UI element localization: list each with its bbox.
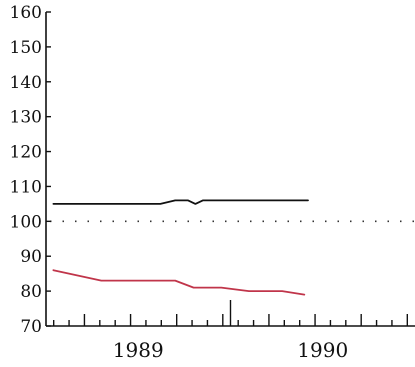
y-tick-label: 160 (10, 3, 42, 23)
y-tick-label: 130 (10, 108, 42, 128)
series-group (52, 199, 309, 296)
series-line-2 (52, 269, 306, 296)
y-tick-label: 80 (20, 282, 42, 302)
y-tick-label: 150 (10, 38, 42, 58)
y-tick-label: 100 (10, 212, 42, 232)
x-tick-label: 1989 (113, 338, 164, 362)
series-line-1 (52, 199, 309, 205)
y-tick-label: 90 (20, 247, 42, 267)
x-tick-label: 1990 (297, 338, 348, 362)
y-tick-label: 140 (10, 73, 42, 93)
y-tick-label: 70 (20, 317, 42, 337)
axes-group: 70 80 90 100 110 120 130 140 150 160 1989 1990 (10, 3, 415, 362)
y-tick-label: 120 (10, 143, 42, 163)
y-tick-label: 110 (10, 177, 42, 197)
